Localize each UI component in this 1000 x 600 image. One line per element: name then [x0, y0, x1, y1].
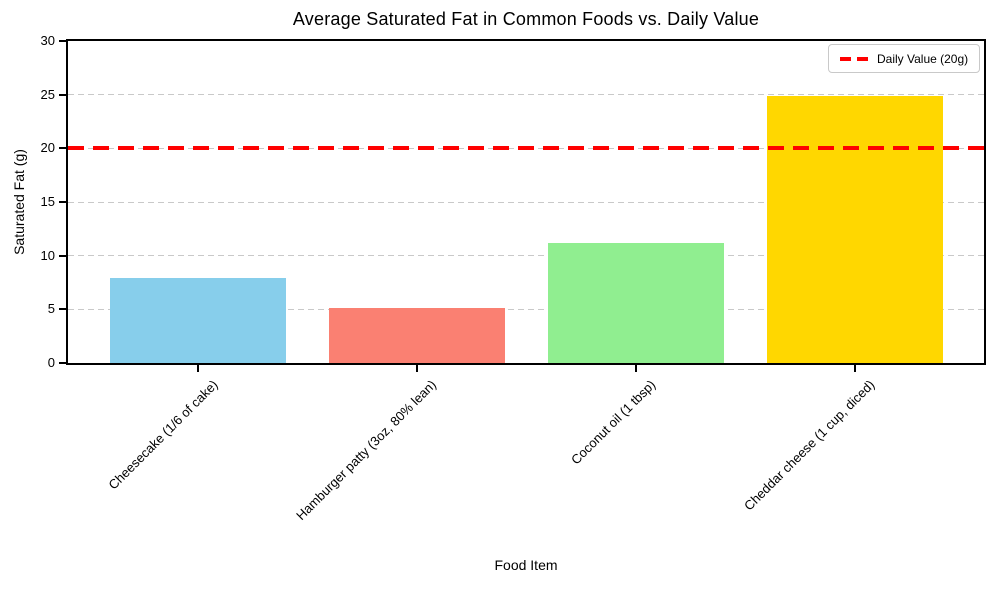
y-tick-mark — [59, 201, 66, 203]
x-tick-label: Cheesecake (1/6 of cake) — [105, 377, 222, 493]
y-tick-mark — [59, 147, 66, 150]
x-tick-label: Hamburger patty (3oz, 80% lean) — [293, 377, 440, 524]
y-tick-label: 25 — [40, 86, 55, 102]
daily-value-reference-line — [68, 146, 984, 151]
x-tick-mark — [634, 365, 637, 372]
y-tick-mark — [59, 308, 66, 311]
y-tick-mark — [59, 254, 66, 257]
y-tick-mark — [59, 93, 66, 96]
gridline-y-10 — [68, 255, 984, 257]
y-tick-label: 20 — [40, 140, 55, 156]
bar — [547, 242, 724, 363]
plot-area — [66, 39, 986, 365]
y-tick-mark — [59, 362, 66, 364]
x-tick-mark — [853, 365, 856, 372]
x-axis-label: Food Item — [494, 557, 558, 573]
x-tick-mark — [415, 365, 418, 372]
y-tick-label: 0 — [47, 355, 55, 370]
bar — [766, 95, 943, 363]
gridline-y-5 — [68, 308, 984, 310]
legend: Daily Value (20g) — [828, 44, 981, 73]
bar — [110, 278, 287, 363]
y-tick-label: 10 — [40, 247, 55, 263]
chart-title: Average Saturated Fat in Common Foods vs… — [292, 9, 760, 29]
y-tick-label: 30 — [40, 33, 55, 48]
x-tick-mark — [197, 365, 200, 372]
daily-value-dashed-line-sample — [840, 56, 868, 61]
y-tick-label: 15 — [40, 194, 55, 209]
x-tick-label: Coconut oil (1 tbsp) — [568, 377, 659, 468]
x-tick-label: Cheddar cheese (1 cup, diced) — [741, 377, 878, 514]
legend-label: Daily Value (20g) — [877, 51, 969, 66]
y-tick-mark — [59, 40, 66, 42]
gridline-y-25 — [68, 94, 984, 96]
y-tick-label: 5 — [47, 301, 55, 317]
gridline-y-15 — [68, 201, 984, 203]
bar — [328, 308, 505, 363]
